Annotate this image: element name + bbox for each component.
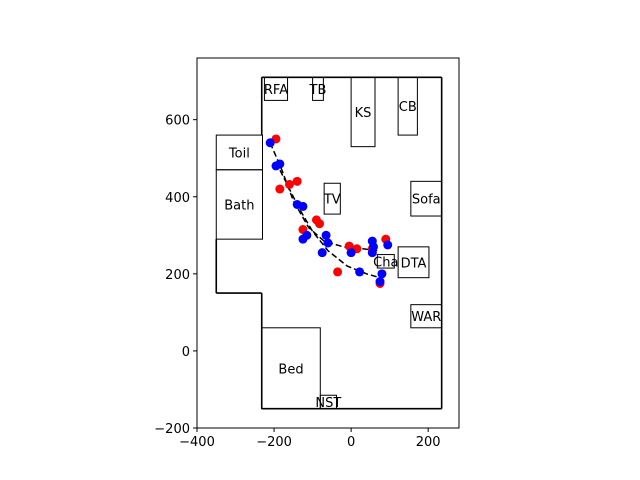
room-label-ks: KS	[355, 106, 372, 121]
y-tick-label: 600	[165, 114, 190, 129]
blue-point	[265, 138, 275, 148]
blue-point	[298, 201, 308, 211]
blue-point	[377, 269, 387, 279]
blue-point	[383, 240, 393, 250]
room-box-cha	[376, 254, 395, 269]
x-tick-label: −200	[256, 435, 292, 450]
observation-points	[265, 134, 393, 288]
room-label-nst: NST	[315, 396, 341, 411]
red-point	[315, 219, 325, 229]
room-label-toil: Toil	[228, 146, 250, 161]
blue-point	[323, 238, 333, 248]
room-label-cb: CB	[399, 100, 417, 115]
blue-point	[368, 242, 378, 252]
blue-point	[302, 230, 312, 240]
room-label-cha: Cha	[373, 255, 398, 270]
x-tick-label: 200	[416, 435, 441, 450]
red-point	[275, 184, 285, 194]
room-label-rfa: RFA	[264, 83, 288, 98]
room-label-tv: TV	[323, 193, 341, 208]
blue-point	[355, 267, 365, 277]
room-label-bath: Bath	[224, 198, 254, 213]
room-label-war: WAR	[411, 310, 441, 325]
rooms-layer: RFA TB KS CB Toil Bath TV Sofa Cha DTA WAR Bed NST	[215, 76, 443, 411]
room-box-bath	[215, 169, 264, 240]
x-tick-label: −400	[179, 435, 215, 450]
room-box-tv	[323, 182, 341, 215]
blue-point	[275, 159, 285, 169]
trajectory-path-2	[275, 161, 381, 279]
axes-frame	[196, 57, 460, 429]
walls-layer	[215, 76, 443, 410]
y-tick-label: 400	[165, 191, 190, 206]
blue-point	[375, 277, 385, 287]
red-point	[284, 179, 294, 189]
red-point	[333, 267, 343, 277]
room-label-dta: DTA	[401, 256, 427, 271]
blue-point	[321, 230, 331, 240]
y-tick-label: −200	[154, 422, 190, 437]
blue-point	[346, 248, 356, 258]
blue-point	[317, 248, 327, 258]
x-tick-label: 0	[347, 435, 355, 450]
red-point	[292, 176, 302, 186]
y-tick-label: 0	[182, 345, 190, 360]
y-tick-label: 200	[165, 268, 190, 283]
room-box-dta	[397, 246, 430, 279]
room-label-tb: TB	[309, 83, 327, 98]
trajectory-path-1	[269, 142, 379, 252]
room-label-sofa: Sofa	[412, 193, 441, 208]
room-label-bed: Bed	[278, 362, 303, 377]
trajectory-paths	[269, 142, 381, 279]
